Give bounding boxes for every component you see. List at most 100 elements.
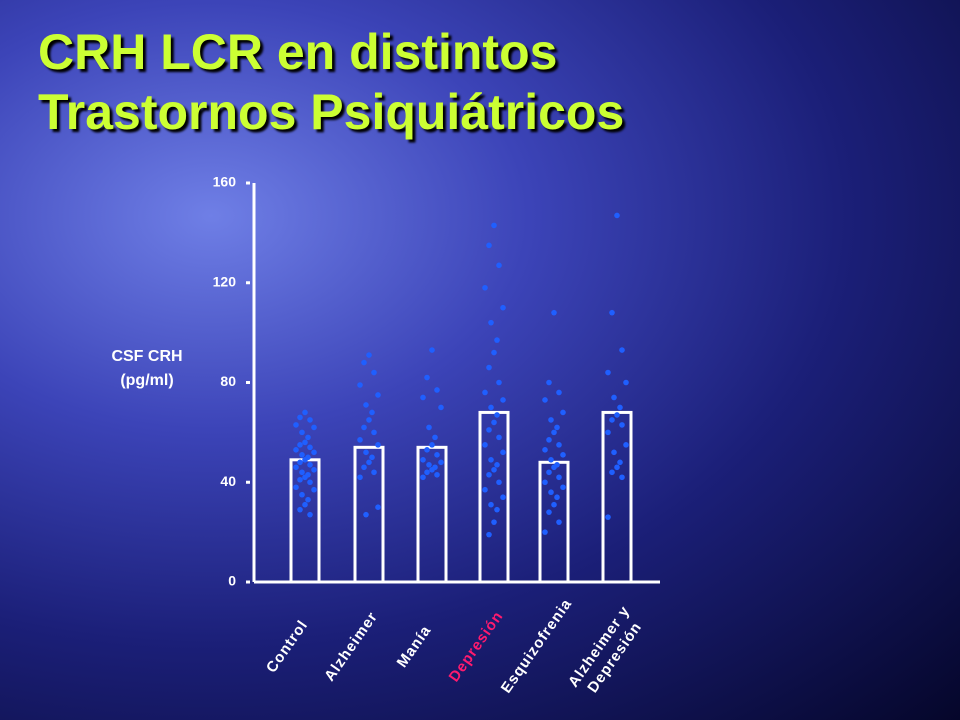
y-axis-label: CSF CRH (pg/ml)	[111, 348, 183, 389]
data-point	[494, 337, 500, 343]
data-point	[500, 397, 506, 403]
data-point	[551, 464, 557, 471]
data-point	[560, 484, 566, 491]
data-point	[299, 469, 305, 476]
data-point	[554, 494, 560, 501]
data-point	[299, 452, 305, 458]
data-point	[488, 404, 494, 411]
data-point	[611, 449, 617, 456]
data-point	[546, 437, 552, 443]
data-point	[546, 509, 552, 515]
data-point	[548, 489, 554, 496]
data-point	[491, 466, 497, 473]
data-point	[307, 444, 313, 451]
data-point	[619, 422, 625, 428]
data-point	[482, 486, 488, 493]
data-point	[542, 529, 548, 535]
data-point	[293, 484, 299, 491]
data-point	[311, 466, 317, 473]
data-point	[556, 474, 562, 481]
data-point	[366, 352, 372, 358]
data-point	[551, 429, 557, 436]
data-point	[363, 402, 369, 408]
data-point	[548, 457, 554, 463]
data-point	[554, 424, 560, 431]
data-point	[605, 514, 611, 520]
bar	[538, 460, 570, 584]
data-point	[542, 447, 548, 453]
data-point	[491, 222, 497, 229]
data-point	[357, 474, 363, 481]
data-point	[371, 429, 377, 436]
data-point	[496, 262, 502, 269]
data-point	[371, 369, 377, 376]
data-point	[486, 531, 492, 538]
data-point	[311, 424, 317, 431]
data-point	[619, 347, 625, 353]
data-point	[605, 429, 611, 436]
data-point	[482, 284, 488, 291]
data-point	[429, 347, 435, 353]
bar	[478, 410, 510, 584]
data-point	[361, 359, 367, 366]
y-tick-label: 80	[220, 373, 236, 389]
data-point	[556, 519, 562, 525]
data-point	[488, 457, 494, 463]
data-point	[609, 469, 615, 476]
data-point	[369, 409, 375, 416]
data-point	[609, 417, 615, 423]
data-point	[293, 447, 299, 453]
y-tick-label: 40	[220, 473, 236, 489]
data-point	[299, 491, 305, 498]
data-point	[293, 422, 299, 428]
data-point	[546, 469, 552, 476]
data-point	[426, 424, 432, 431]
data-point	[420, 457, 426, 463]
data-point	[366, 417, 372, 423]
data-point	[375, 504, 381, 510]
data-point	[363, 449, 369, 456]
data-point	[605, 369, 611, 376]
data-point	[560, 452, 566, 458]
y-tick-label: 0	[228, 573, 236, 589]
data-point	[496, 434, 502, 441]
data-point	[551, 501, 557, 508]
data-point	[551, 309, 557, 316]
data-point	[491, 519, 497, 525]
data-point	[361, 464, 367, 471]
data-point	[486, 364, 492, 371]
data-point	[307, 511, 313, 518]
data-point	[500, 494, 506, 501]
data-point	[614, 464, 620, 471]
data-point	[429, 442, 435, 448]
data-point	[486, 427, 492, 433]
data-point	[305, 434, 311, 441]
data-point	[307, 479, 313, 486]
data-point	[305, 496, 311, 503]
data-point	[297, 414, 303, 421]
data-point	[623, 379, 629, 386]
data-point	[488, 319, 494, 326]
data-point	[494, 412, 500, 418]
data-point	[488, 501, 494, 508]
data-point	[486, 471, 492, 478]
data-point	[307, 417, 313, 423]
bar	[601, 410, 633, 584]
data-point	[614, 212, 620, 219]
data-point	[302, 409, 308, 416]
data-point	[363, 511, 369, 518]
data-point	[500, 304, 506, 311]
slide-title: CRH LCR en distintos Trastornos Psiquiát…	[38, 24, 625, 140]
data-point	[494, 506, 500, 513]
data-point	[375, 442, 381, 448]
data-point	[432, 434, 438, 441]
data-point	[371, 469, 377, 476]
data-point	[369, 454, 375, 461]
data-point	[366, 459, 372, 466]
data-point	[542, 397, 548, 403]
data-point	[491, 349, 497, 356]
y-tick-label: 160	[213, 174, 237, 190]
data-point	[556, 442, 562, 448]
